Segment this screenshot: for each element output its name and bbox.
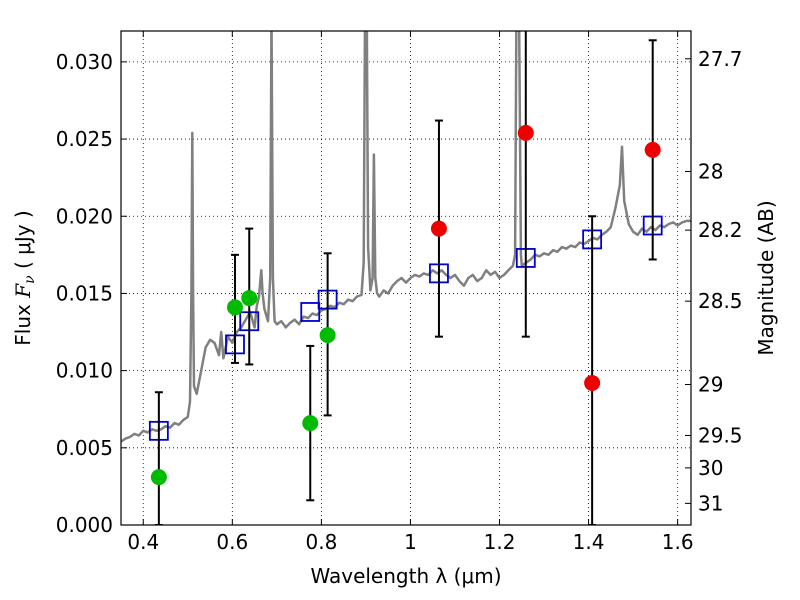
y-axis-label-unit: ( μJy ) (11, 210, 35, 275)
x-tick-label: 1.2 (484, 530, 516, 554)
y2-tick-label: 28.5 (698, 289, 743, 313)
plot-area (121, 31, 691, 525)
x-tick-label: 1.6 (662, 530, 694, 554)
observed-flux-point (319, 327, 336, 344)
observed-flux-point (241, 290, 258, 307)
y2-axis-label: Magnitude (AB) (754, 200, 778, 355)
model-flux-square (300, 302, 321, 322)
x-tick-label: 1 (404, 530, 417, 554)
y-tick-label: 0.020 (56, 204, 113, 228)
y-tick-label: 0.015 (56, 281, 113, 305)
y2-tick-label: 28 (698, 159, 723, 183)
y-tick-label: 0.025 (56, 127, 113, 151)
y-tick-label: 0.005 (56, 436, 113, 460)
y-tick-label: 0.010 (56, 359, 113, 383)
axis-labels: Wavelength λ (μm) Flux Fν ( μJy ) Magnit… (11, 200, 778, 588)
y-axis-label-prefix: Flux (11, 298, 35, 346)
spectrum-line (121, 31, 691, 443)
x-tick-label: 0.4 (127, 530, 159, 554)
grid-lines (121, 31, 691, 526)
y2-tick-label: 28.2 (698, 218, 743, 242)
observed-flux-point (644, 141, 661, 158)
y2-tick-label: 31 (698, 491, 723, 515)
observed-flux-point (517, 124, 534, 141)
observed-flux-point (150, 469, 167, 486)
observed-flux-point (227, 299, 243, 316)
y2-tick-label: 29.5 (698, 423, 743, 447)
x-tick-label: 0.6 (216, 530, 248, 554)
y2-tick-label: 30 (698, 456, 723, 480)
plot-frame (120, 30, 692, 526)
y2-tick-label: 29 (698, 373, 723, 397)
y-axis-label: Flux Fν ( μJy ) (11, 210, 38, 345)
y2-tick-label: 27.7 (698, 47, 743, 71)
y-tick-label: 0.030 (56, 50, 113, 74)
observed-flux-point (430, 220, 447, 237)
x-axis-label: Wavelength λ (μm) (310, 564, 501, 588)
x-tick-label: 0.8 (305, 530, 337, 554)
observed-flux-point (584, 374, 601, 391)
y-tick-label: 0.000 (56, 513, 113, 537)
y-axis-label-symbol: F (11, 283, 35, 299)
observed-flux-point (302, 415, 319, 432)
y-axis-label-subscript: ν (22, 275, 38, 284)
axis-ticks: 0.4 0.6 0.8 1 1.2 1.4 1.6 0.000 0.005 0.010 0.015 0… (56, 31, 743, 554)
x-tick-label: 1.4 (573, 530, 605, 554)
